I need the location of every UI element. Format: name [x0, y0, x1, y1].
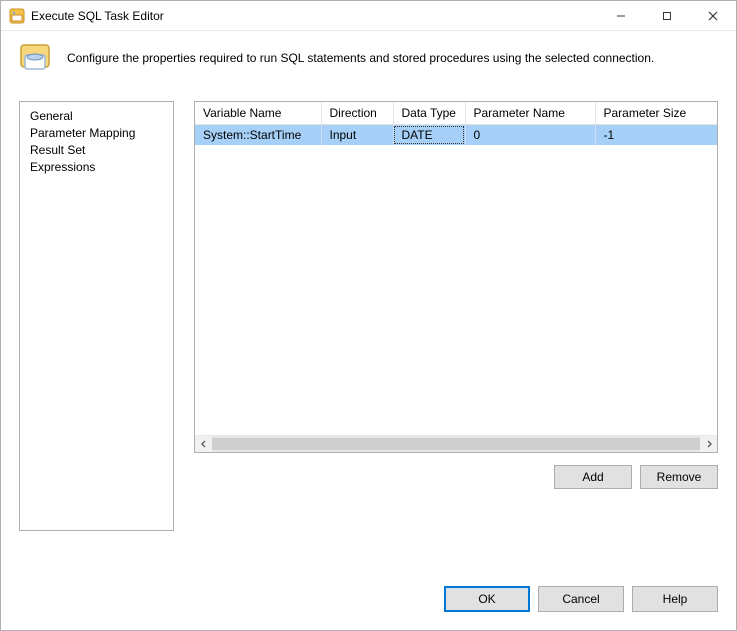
cell-parameter-name[interactable]: 0 [465, 125, 595, 145]
col-parameter-size[interactable]: Parameter Size [595, 102, 717, 125]
grid-empty-area [195, 145, 717, 436]
scroll-track[interactable] [212, 436, 700, 452]
minimize-button[interactable] [598, 1, 644, 31]
cancel-button[interactable]: Cancel [538, 586, 624, 612]
grid-table: Variable Name Direction Data Type Parame… [195, 102, 717, 145]
parameter-grid[interactable]: Variable Name Direction Data Type Parame… [194, 101, 718, 453]
dialog-body: General Parameter Mapping Result Set Exp… [1, 81, 736, 570]
nav-pane: General Parameter Mapping Result Set Exp… [19, 101, 174, 531]
grid-header-row: Variable Name Direction Data Type Parame… [195, 102, 717, 125]
horizontal-scrollbar[interactable] [195, 435, 717, 452]
ok-button[interactable]: OK [444, 586, 530, 612]
cell-data-type[interactable]: DATE [393, 125, 465, 145]
col-data-type[interactable]: Data Type [393, 102, 465, 125]
close-button[interactable] [690, 1, 736, 31]
scroll-right-icon[interactable] [700, 436, 717, 453]
col-parameter-name[interactable]: Parameter Name [465, 102, 595, 125]
remove-button[interactable]: Remove [640, 465, 718, 489]
scroll-thumb[interactable] [212, 438, 700, 450]
grid-row[interactable]: System::StartTime Input DATE 0 -1 [195, 125, 717, 145]
dialog-window: Execute SQL Task Editor Configure the pr… [0, 0, 737, 631]
task-icon [19, 41, 53, 75]
help-button[interactable]: Help [632, 586, 718, 612]
nav-item-result-set[interactable]: Result Set [20, 142, 173, 159]
dialog-footer: OK Cancel Help [1, 570, 736, 630]
main-pane: Variable Name Direction Data Type Parame… [194, 101, 718, 570]
app-icon [9, 8, 25, 24]
maximize-button[interactable] [644, 1, 690, 31]
cell-variable-name[interactable]: System::StartTime [195, 125, 321, 145]
col-direction[interactable]: Direction [321, 102, 393, 125]
nav-item-parameter-mapping[interactable]: Parameter Mapping [20, 125, 173, 142]
scroll-left-icon[interactable] [195, 436, 212, 453]
col-variable-name[interactable]: Variable Name [195, 102, 321, 125]
description-text: Configure the properties required to run… [67, 51, 654, 65]
nav-item-general[interactable]: General [20, 108, 173, 125]
add-button[interactable]: Add [554, 465, 632, 489]
add-remove-row: Add Remove [194, 465, 718, 489]
window-title: Execute SQL Task Editor [31, 9, 164, 23]
description-row: Configure the properties required to run… [1, 31, 736, 81]
cell-direction[interactable]: Input [321, 125, 393, 145]
titlebar: Execute SQL Task Editor [1, 1, 736, 31]
nav-item-expressions[interactable]: Expressions [20, 159, 173, 176]
cell-parameter-size[interactable]: -1 [595, 125, 717, 145]
